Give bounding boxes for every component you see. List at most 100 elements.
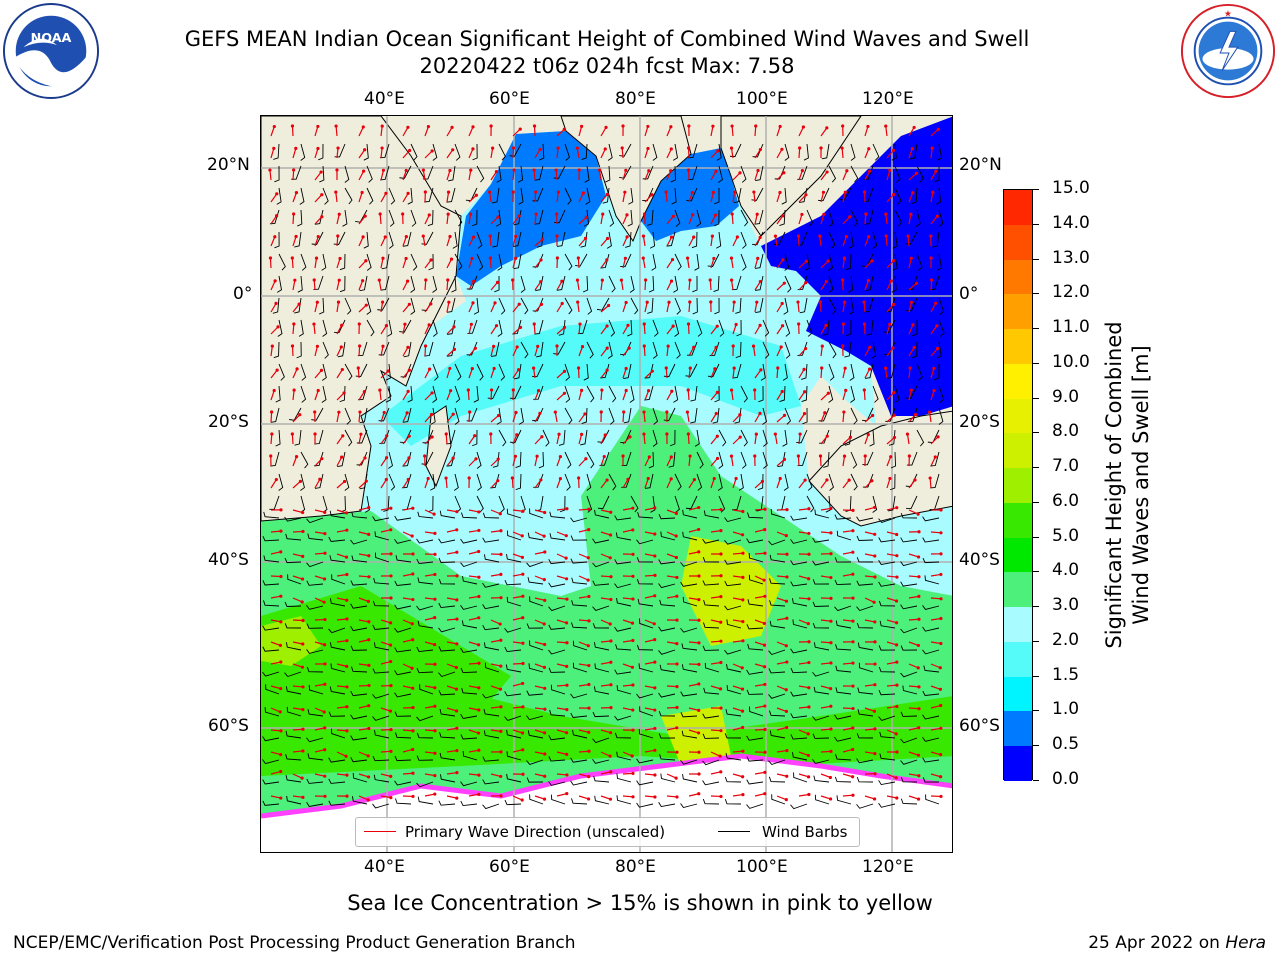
wind-barb: [680, 803, 698, 809]
wave-arrow-head: [488, 234, 492, 238]
wind-barb: [337, 451, 346, 467]
wave-arrow-head: [577, 476, 581, 480]
wave-direction-arrow: [776, 795, 787, 801]
wave-arrow-head: [741, 533, 745, 537]
wave-direction-arrow: [776, 391, 783, 401]
wind-barb: [284, 623, 302, 629]
wave-arrow-head: [929, 256, 933, 260]
wave-arrow-head: [729, 278, 734, 282]
wind-barb: [417, 796, 434, 805]
wind-barb: [702, 580, 720, 586]
wind-barb: [564, 385, 571, 403]
wave-arrow-head: [358, 410, 362, 414]
wave-direction-arrow: [512, 595, 523, 599]
wave-arrow-head: [388, 643, 393, 647]
wind-barb: [608, 385, 617, 403]
wave-arrow-head: [763, 594, 767, 598]
wave-arrow-head: [300, 600, 304, 604]
wave-direction-arrow: [512, 682, 523, 687]
wind-barb: [828, 363, 835, 381]
wave-arrow-head: [884, 212, 888, 216]
wave-direction-arrow: [666, 215, 674, 225]
wave-arrow-head: [908, 366, 912, 370]
legend-wind-line: [718, 831, 750, 832]
wind-barb: [564, 451, 572, 469]
wave-direction-arrow: [820, 773, 831, 779]
wave-arrow-head: [729, 256, 734, 260]
wind-barb: [529, 508, 544, 519]
wave-arrow-head: [272, 124, 276, 129]
wave-direction-arrow: [291, 125, 294, 137]
wave-direction-arrow: [842, 436, 851, 445]
wave-arrow-head: [756, 168, 760, 173]
wave-direction-arrow: [930, 663, 941, 669]
wave-arrow-head: [782, 281, 786, 285]
wind-barb: [584, 165, 590, 183]
wind-barb: [482, 693, 500, 699]
wave-arrow-head: [609, 660, 613, 664]
wave-arrow-head: [671, 214, 675, 218]
wave-arrow-head: [916, 555, 921, 559]
wave-arrow-head: [433, 572, 437, 577]
wave-direction-arrow: [446, 236, 451, 247]
wave-direction-arrow: [292, 368, 298, 379]
wave-arrow-head: [916, 666, 920, 670]
wind-barb: [835, 687, 852, 695]
wave-arrow-head: [433, 552, 437, 556]
wave-direction-arrow: [446, 685, 457, 690]
wave-arrow-head: [477, 594, 481, 599]
wave-direction-arrow: [622, 597, 634, 600]
wave-direction-arrow: [776, 126, 781, 137]
wave-direction-arrow: [732, 478, 737, 489]
wave-direction-arrow: [688, 214, 694, 225]
wave-arrow-head: [300, 776, 304, 780]
wave-direction-arrow: [644, 279, 647, 291]
wave-direction-arrow: [270, 751, 281, 756]
wave-arrow-head: [269, 454, 273, 458]
wave-direction-arrow: [380, 619, 391, 624]
wind-barb: [399, 319, 412, 333]
wave-direction-arrow: [490, 216, 499, 225]
wave-direction-arrow: [468, 595, 479, 599]
wave-direction-arrow: [776, 282, 785, 291]
wind-barb: [582, 275, 589, 293]
wind-barb: [912, 319, 918, 337]
wave-direction-arrow: [732, 509, 743, 513]
wind-barb: [452, 231, 458, 249]
wave-direction-arrow: [710, 661, 721, 665]
wind-barb: [476, 165, 485, 183]
wave-arrow-head: [785, 575, 789, 579]
wind-barb: [580, 429, 588, 446]
wave-direction-arrow: [578, 434, 583, 445]
wave-direction-arrow: [644, 685, 655, 689]
wave-direction-arrow: [314, 369, 322, 379]
wave-direction-arrow: [336, 480, 345, 489]
wave-direction-arrow: [864, 480, 873, 489]
wave-arrow-head: [715, 434, 719, 438]
wind-barb: [658, 802, 676, 808]
wind-barb: [769, 600, 786, 607]
wave-direction-arrow: [666, 509, 677, 514]
wave-arrow-head: [543, 510, 547, 515]
wave-arrow-head: [471, 301, 475, 305]
wave-direction-arrow: [578, 795, 589, 800]
wave-direction-arrow: [864, 531, 875, 535]
wave-direction-arrow: [798, 170, 803, 181]
wind-barb: [835, 665, 852, 673]
wave-arrow-head: [576, 366, 581, 370]
wave-arrow-head: [587, 594, 591, 599]
wave-arrow-head: [807, 531, 811, 536]
wave-arrow-head: [338, 256, 342, 261]
wave-direction-arrow: [644, 707, 655, 711]
wave-arrow-head: [512, 168, 516, 172]
wave-direction-arrow: [885, 126, 888, 137]
wind-barb: [769, 620, 786, 629]
wave-direction-arrow: [644, 749, 655, 753]
wave-arrow-head: [429, 412, 434, 417]
wave-direction-arrow: [666, 641, 677, 645]
wave-direction-arrow: [710, 258, 715, 269]
wave-direction-arrow: [644, 553, 655, 557]
wave-direction-arrow: [820, 705, 831, 709]
wave-arrow-head: [939, 794, 943, 799]
wave-arrow-head: [697, 772, 701, 776]
